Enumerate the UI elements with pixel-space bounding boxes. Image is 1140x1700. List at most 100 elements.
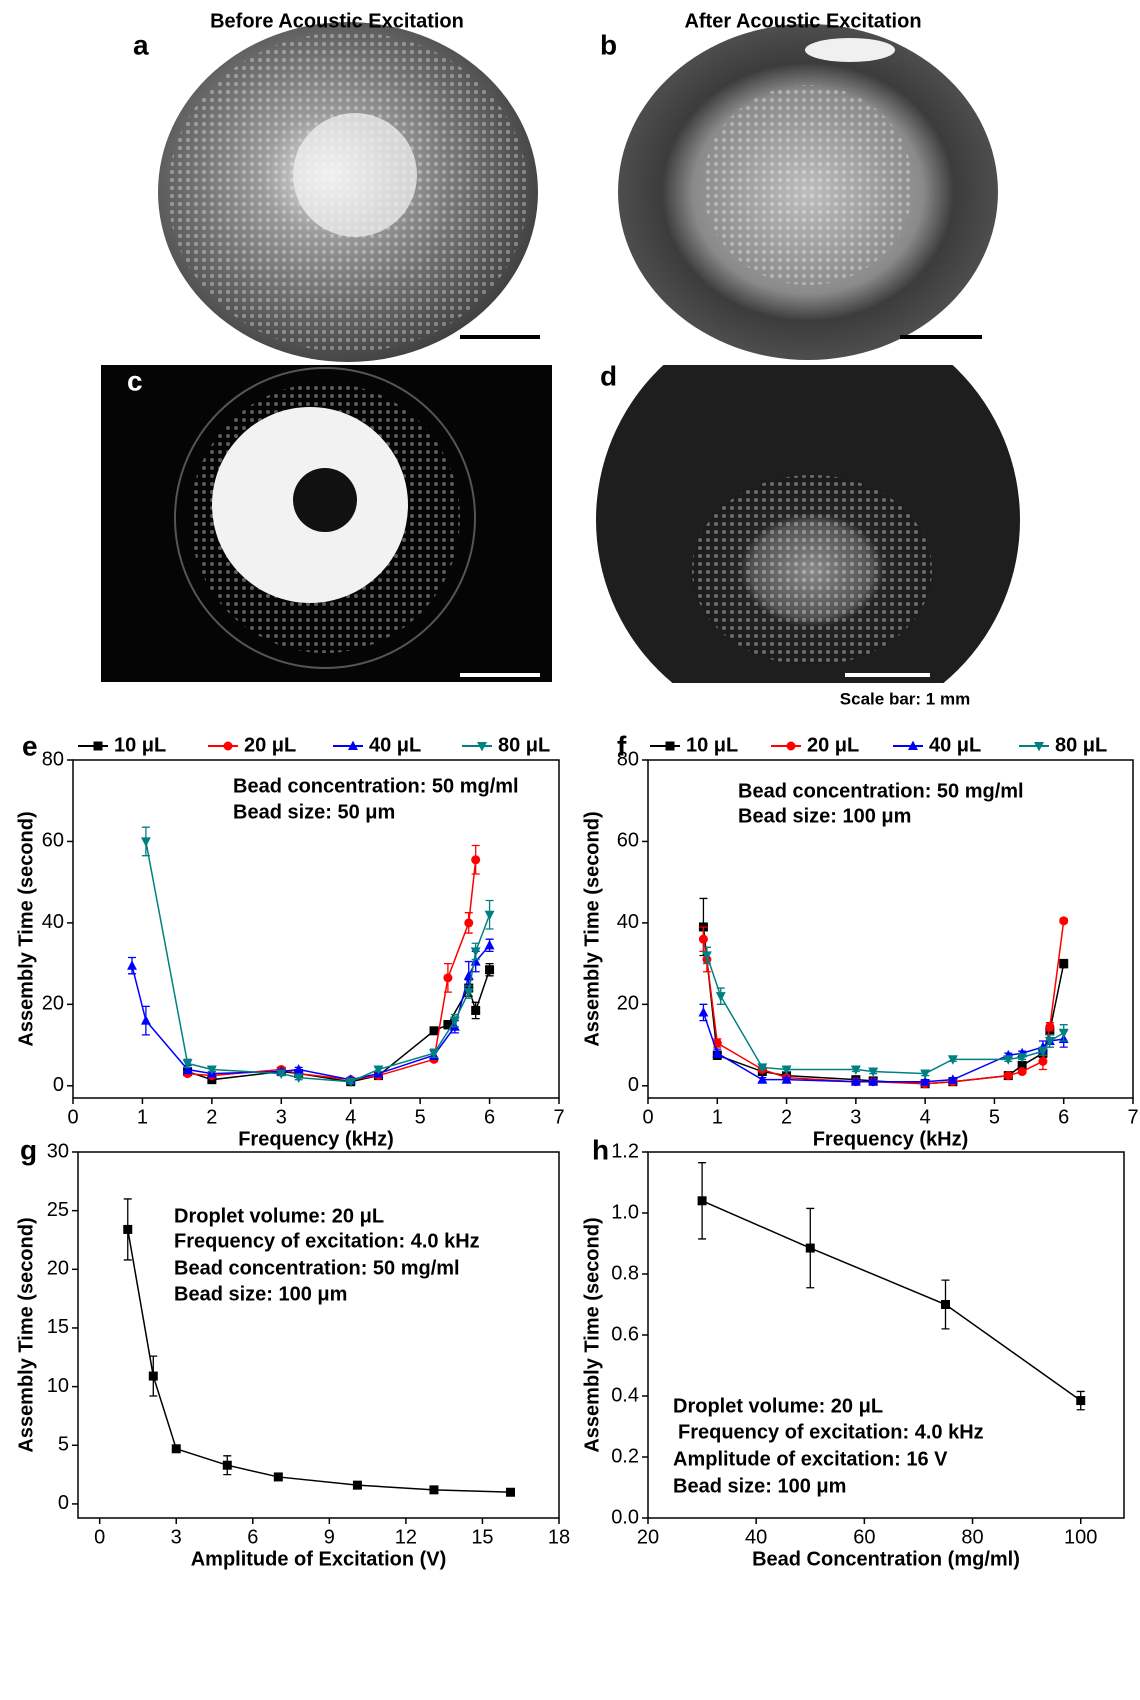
- data-point: [1037, 1047, 1048, 1057]
- data-point: [373, 1065, 384, 1075]
- panel-letter: b: [600, 29, 617, 60]
- annotation: Bead size: 100 μm: [174, 1283, 347, 1305]
- x-tick-label: 0: [642, 1106, 653, 1128]
- x-tick-label: 5: [989, 1106, 1000, 1128]
- y-tick-label: 0.4: [611, 1384, 639, 1406]
- y-tick-label: 0.8: [611, 1262, 639, 1284]
- x-tick-label: 4: [920, 1106, 931, 1128]
- y-tick-label: 60: [42, 830, 64, 852]
- data-point: [757, 1063, 768, 1073]
- data-point: [443, 973, 453, 983]
- data-point: [715, 992, 726, 1002]
- data-point: [485, 965, 495, 975]
- data-point: [470, 947, 481, 957]
- scale-note: Scale bar: 1 mm: [840, 689, 970, 708]
- annotation: Amplitude of excitation: 16 V: [673, 1448, 948, 1470]
- annotation: Bead size: 50 μm: [233, 801, 395, 823]
- header-after: After Acoustic Excitation: [684, 10, 921, 32]
- x-tick-label: 20: [637, 1526, 659, 1548]
- annotation: Bead concentration: 50 mg/ml: [233, 775, 519, 797]
- data-point: [471, 1005, 481, 1015]
- data-point: [850, 1076, 861, 1086]
- x-tick-label: 9: [324, 1526, 335, 1548]
- chart: 20 40 60 80 100 0.0 0.2 0.4 0.6 0.8 1.0 1.2 Bead Con…: [581, 1134, 1125, 1570]
- x-axis-label: Frequency (kHz): [813, 1128, 969, 1150]
- data-point: [1058, 1028, 1069, 1039]
- panel-letter: e: [22, 730, 38, 761]
- x-tick-label: 0: [94, 1526, 105, 1548]
- y-axis-label: Assembly Time (second): [581, 1217, 603, 1452]
- x-axis-label: Bead Concentration (mg/ml): [752, 1548, 1020, 1570]
- photo-a: [158, 22, 540, 362]
- annotation: Bead size: 100 μm: [673, 1475, 846, 1497]
- x-tick-label: 40: [745, 1526, 767, 1548]
- data-point: [429, 1049, 439, 1059]
- legend-label: 80 μL: [498, 734, 550, 756]
- chart: 0 1 2 3 4 5 6 7 0 20 40 60 80 Frequency (kHz) Assembly…: [15, 730, 564, 1150]
- chart: 0 1 2 3 4 5 6 7 0 20 40 60 80 Frequency (kHz) Assembly…: [581, 730, 1138, 1150]
- data-point: [781, 1065, 792, 1075]
- x-tick-label: 1: [712, 1106, 723, 1128]
- y-tick-label: 5: [58, 1434, 69, 1456]
- legend-label: 10 μL: [114, 734, 166, 756]
- data-point: [140, 1015, 151, 1025]
- photo-d: [596, 365, 1020, 683]
- panel-letter: a: [133, 29, 149, 60]
- x-tick-label: 18: [548, 1526, 570, 1548]
- data-point: [352, 1480, 362, 1490]
- data-point: [293, 1073, 304, 1084]
- y-tick-label: 20: [617, 993, 639, 1015]
- annotation: Bead concentration: 50 mg/ml: [738, 780, 1024, 802]
- data-point: [698, 1007, 709, 1017]
- data-point: [868, 1067, 879, 1077]
- legend-marker: [223, 741, 233, 751]
- x-tick-label: 6: [484, 1106, 495, 1128]
- data-point: [920, 1069, 931, 1079]
- y-axis-label: Assembly Time (second): [15, 1217, 37, 1452]
- x-tick-label: 7: [553, 1106, 564, 1128]
- data-point: [182, 1064, 193, 1074]
- legend-marker: [477, 741, 487, 752]
- plot-frame: [647, 759, 1134, 1099]
- data-point: [471, 855, 481, 865]
- y-tick-label: 15: [47, 1316, 69, 1338]
- data-point: [1076, 1396, 1086, 1406]
- data-point: [850, 1065, 861, 1075]
- series-line: [701, 1200, 1082, 1402]
- x-axis-label: Frequency (kHz): [238, 1128, 394, 1150]
- data-point: [148, 1371, 158, 1381]
- data-point: [757, 1074, 768, 1084]
- x-tick-label: 6: [1058, 1106, 1069, 1128]
- y-tick-label: 25: [47, 1199, 69, 1221]
- data-point: [1044, 1036, 1055, 1047]
- legend-marker: [1034, 741, 1044, 752]
- panel-letter: d: [600, 360, 617, 391]
- legend-label: 10 μL: [686, 734, 738, 756]
- annotation: Bead size: 100 μm: [738, 805, 911, 827]
- data-point: [1059, 959, 1069, 969]
- data-point: [947, 1055, 958, 1065]
- legend-label: 20 μL: [807, 734, 859, 756]
- data-point: [712, 1047, 723, 1058]
- data-point: [345, 1077, 356, 1088]
- annotation: Bead concentration: 50 mg/ml: [174, 1257, 460, 1279]
- chart: 0 3 6 9 12 15 18 0 5 10 15 20 25 30 Amplitude of Excit…: [15, 1134, 570, 1570]
- x-axis-label: Amplitude of Excitation (V): [191, 1548, 447, 1570]
- y-tick-label: 0: [628, 1074, 639, 1096]
- data-point: [1003, 1071, 1013, 1081]
- data-point: [222, 1460, 232, 1470]
- data-point: [1017, 1053, 1028, 1063]
- data-point: [941, 1300, 950, 1309]
- x-tick-label: 100: [1064, 1526, 1097, 1548]
- annotation: Droplet volume: 20 μL: [673, 1395, 883, 1417]
- data-point: [273, 1472, 283, 1482]
- data-point: [781, 1074, 792, 1084]
- panel-letter: g: [20, 1134, 37, 1165]
- y-tick-label: 20: [47, 1258, 69, 1280]
- header-before: Before Acoustic Excitation: [210, 10, 464, 32]
- x-tick-label: 3: [850, 1106, 861, 1128]
- data-point: [276, 1069, 287, 1079]
- y-tick-label: 1.0: [611, 1201, 639, 1223]
- legend-marker: [908, 740, 918, 751]
